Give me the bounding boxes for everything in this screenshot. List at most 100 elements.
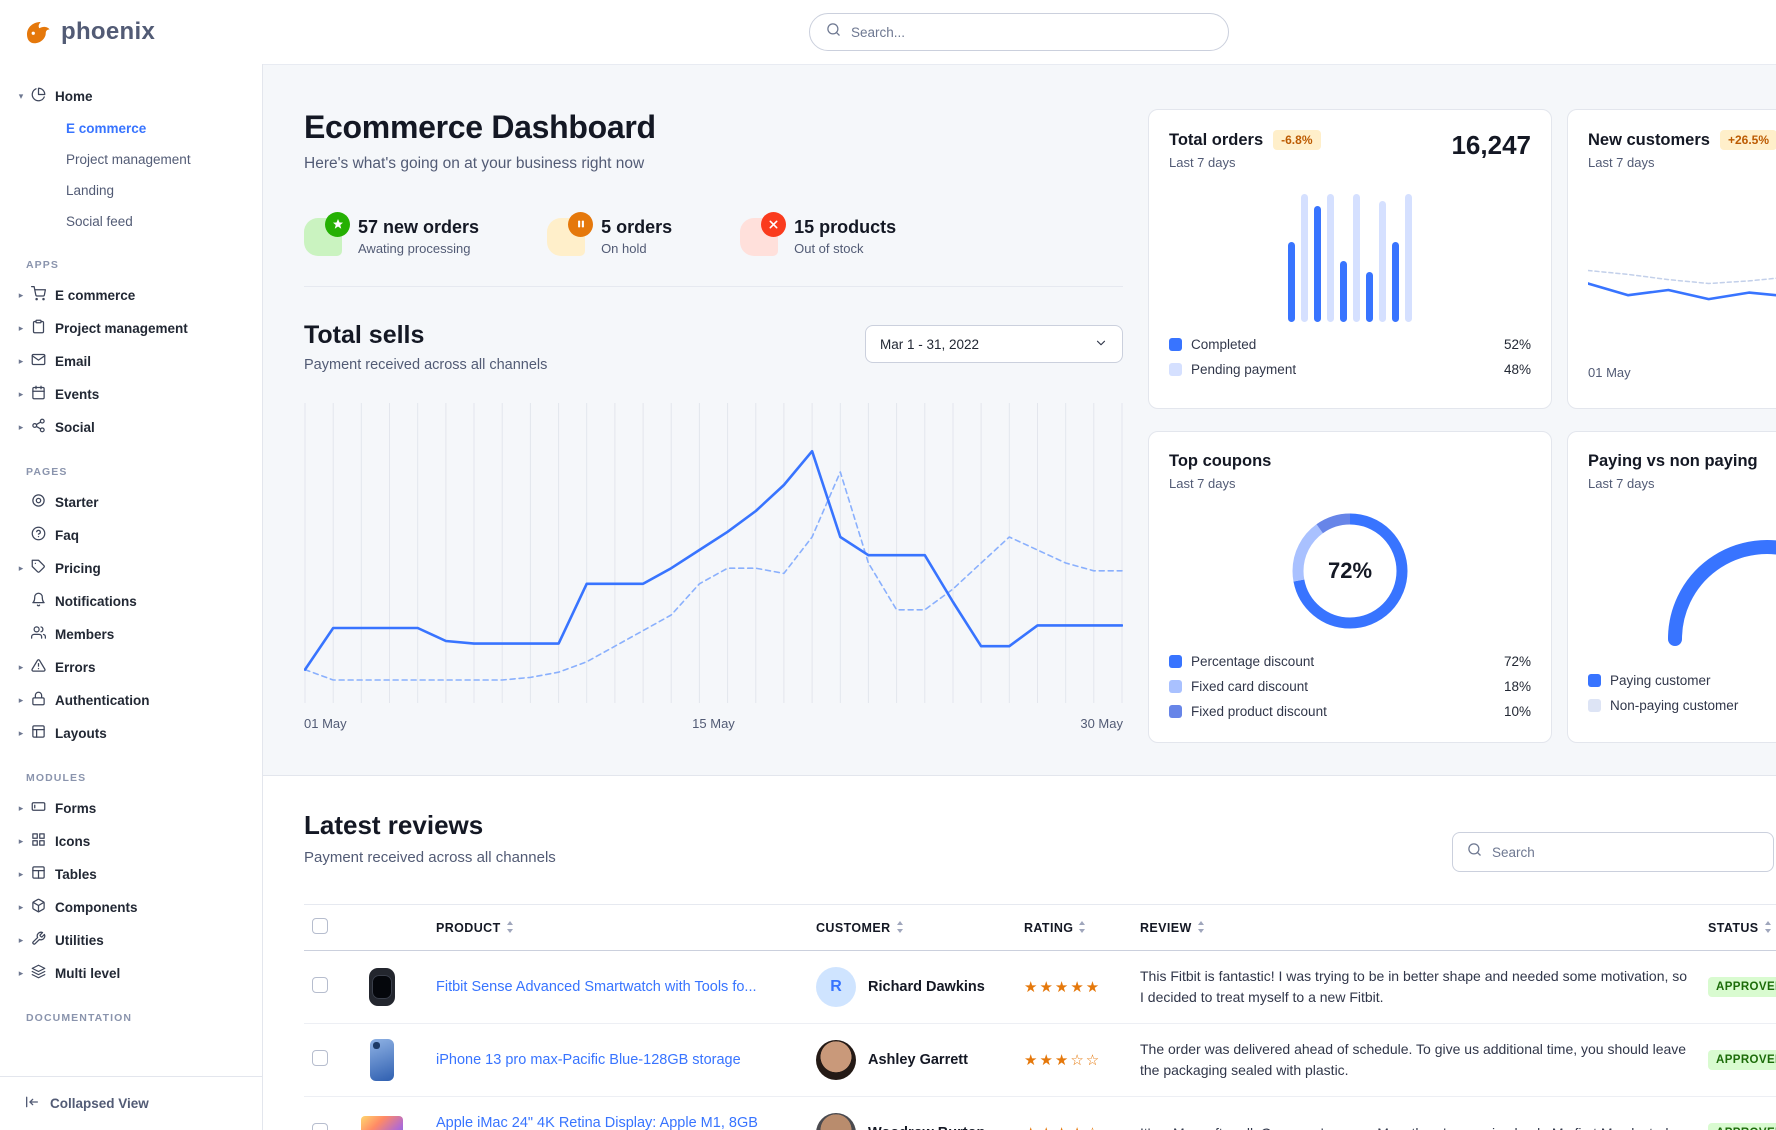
rating-stars: ★★★★☆ [1024,1125,1101,1130]
shopping-cart-icon [31,285,46,300]
phoenix-logo-icon [27,22,50,44]
total-sells-chart [303,403,1124,708]
product-image-watch [358,963,406,1011]
sidebar-item-multi-level[interactable]: ▸ Multi level [0,957,262,990]
new-customers-x-label: 01 May [1588,365,1631,380]
sidebar-item-home[interactable]: ▾ Home [0,80,262,113]
stat-value: 15 products [794,217,897,237]
caret-right-icon: ▸ [18,803,24,813]
share-icon [32,418,45,432]
stat-blob [547,211,594,256]
product-image-cell [350,1023,428,1097]
sidebar-item-members[interactable]: Members [0,618,262,651]
sidebar-item-utilities[interactable]: ▸ Utilities [0,924,262,957]
top-coupons-legend: Percentage discount 72% Fixed card discoun… [1169,649,1531,724]
search-input[interactable] [851,24,1212,40]
caret-right-icon: ▸ [18,836,24,846]
customer-cell: R Richard Dawkins [808,950,1016,1024]
sidebar-item-starter[interactable]: Starter [0,486,262,519]
column-header-customer[interactable]: CUSTOMER [808,904,1016,951]
sidebar-item-icons[interactable]: ▸ Icons [0,825,262,858]
total-orders-value: 16,247 [1451,130,1531,160]
sidebar-item-notifications[interactable]: Notifications [0,585,262,618]
pause-icon [568,211,594,237]
image-column-header [350,904,428,951]
tool-icon [32,931,46,945]
select-all-checkbox[interactable] [312,918,328,934]
brand[interactable]: phoenix [0,17,155,47]
sidebar-item-components[interactable]: ▸ Components [0,891,262,924]
date-range-select[interactable]: Mar 1 - 31, 2022 [865,325,1123,363]
sidebar-item-pricing[interactable]: ▸ Pricing [0,552,262,585]
sidebar-item-errors[interactable]: ▸ Errors [0,651,262,684]
product-link[interactable]: Fitbit Sense Advanced Smartwatch with To… [436,978,757,995]
column-header-status[interactable]: STATUS [1700,904,1776,951]
sidebar-collapse-toggle[interactable]: Collapsed View [0,1076,262,1130]
stat-value: 57 new orders [358,217,480,237]
review-text: It's a Mac, after all. Once you've gone … [1132,1096,1700,1130]
total-sells-subtitle: Payment received across all channels [304,357,548,373]
product-link[interactable]: iPhone 13 pro max-Pacific Blue-128GB sto… [436,1051,741,1068]
card-period: Last 7 days [1588,476,1655,491]
column-header-product[interactable]: PRODUCT [428,904,808,951]
legend-swatch [1588,674,1601,687]
stat-caption: On hold [601,241,647,256]
column-header-review[interactable]: REVIEW [1132,904,1700,951]
card-period: Last 7 days [1169,155,1236,170]
row-checkbox[interactable] [312,1049,328,1066]
sidebar-item-tables[interactable]: ▸ Tables [0,858,262,891]
reviews-search-input[interactable] [1492,844,1759,860]
status-cell: APPROVED [1700,1023,1776,1097]
sidebar-item-label: Authentication [55,693,150,708]
sidebar-item-authentication[interactable]: ▸ Authentication [0,684,262,717]
sidebar-section-label-documentation: DOCUMENTATION [26,1012,133,1024]
dashboard-overview: Ecommerce Dashboard Here's what's going … [263,64,1776,776]
sidebar-subitem-project-management[interactable]: Project management [66,152,191,167]
legend-value: 48% [1503,362,1531,377]
sidebar-item-label: Tables [55,867,97,882]
column-header-rating[interactable]: RATING [1016,904,1132,951]
paying-vs-nonpaying-card: Paying vs non paying Last 7 days Paying … [1567,431,1776,743]
reviews-title: Latest reviews [304,810,484,840]
caret-right-icon: ▸ [18,968,24,978]
status-badge: APPROVED [1708,977,1776,997]
legend-label: Paying customer [1610,673,1711,688]
select-all-checkbox-cell [304,904,350,951]
sidebar-subitem-social-feed[interactable]: Social feed [66,214,133,229]
order-bar [1288,241,1295,322]
sidebar-item-events[interactable]: ▸ Events [0,378,262,411]
caret-right-icon: ▸ [18,563,24,573]
rating-stars: ★★★★★ [1024,978,1102,996]
sidebar-item-forms[interactable]: ▸ Forms [0,792,262,825]
sidebar-item-project-management[interactable]: ▸ Project management [0,312,262,345]
rating-cell: ★★★★★ [1016,950,1132,1024]
sidebar-subitem-landing[interactable]: Landing [66,183,115,198]
order-bar [1301,193,1308,322]
sidebar-item-label: Layouts [55,726,107,741]
stat-value: 5 orders [601,217,673,237]
product-image-cell [350,1096,428,1130]
legend-value: 72% [1503,654,1531,669]
order-bar [1392,241,1399,322]
sidebar-item-layouts[interactable]: ▸ Layouts [0,717,262,750]
sidebar-item-e-commerce[interactable]: ▸ E commerce [0,279,262,312]
customer-avatar: R [816,967,856,1007]
legend-swatch [1169,655,1182,668]
sidebar-item-faq[interactable]: Faq [0,519,262,552]
package-icon [32,898,45,912]
status-cell: APPROVED [1700,1096,1776,1130]
product-link[interactable]: Apple iMac 24" 4K Retina Display: Apple … [436,1114,758,1130]
stat-out-of-stock: 15 products Out of stock [740,211,897,256]
sidebar-item-social[interactable]: ▸ Social [0,411,262,444]
legend-item-fixed-card-discount: Fixed card discount 18% [1169,674,1531,699]
legend-label: Non-paying customer [1610,698,1739,713]
stats-row: 57 new orders Awating processing 5 orders O… [304,211,1123,287]
row-checkbox[interactable] [312,1122,328,1130]
status-cell: APPROVED [1700,950,1776,1024]
row-checkbox[interactable] [312,976,328,993]
stat-blob [740,211,787,256]
rating-cell: ★★★★☆ [1016,1096,1132,1130]
sidebar-subitem-e-commerce[interactable]: E commerce [66,121,147,136]
sidebar-item-email[interactable]: ▸ Email [0,345,262,378]
x-axis-label: 30 May [1080,716,1123,731]
